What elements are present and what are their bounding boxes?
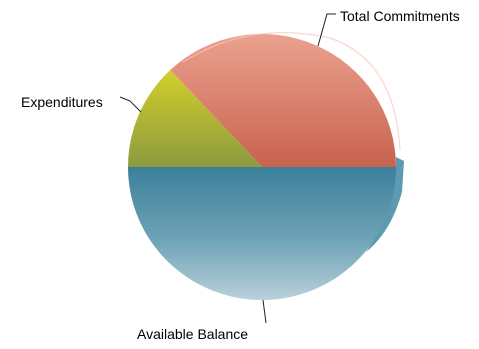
slice-label-available-balance: Available Balance <box>137 326 248 342</box>
pie-slice-available-balance <box>128 167 396 300</box>
pie-slice-total-commitments <box>170 34 396 168</box>
leader-line-expenditures <box>119 96 142 113</box>
leader-line-total-commitments <box>317 13 336 47</box>
pie-highlight-rim <box>182 32 401 151</box>
slice-label-total-commitments: Total Commitments <box>340 8 460 24</box>
leader-line-available-balance <box>262 299 267 324</box>
slice-label-expenditures: Expenditures <box>21 94 103 110</box>
pie-slice-expenditures <box>128 70 262 167</box>
